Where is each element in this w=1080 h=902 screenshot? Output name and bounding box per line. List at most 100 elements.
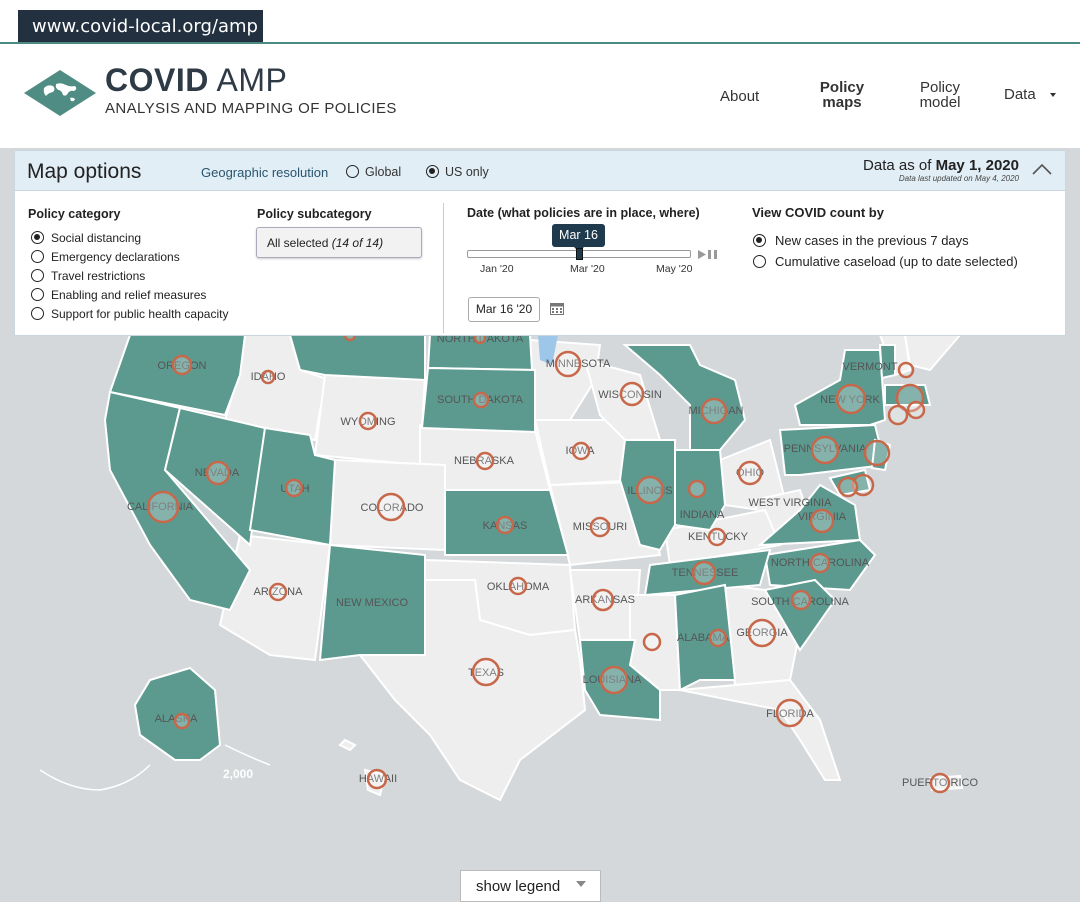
radio-us-only[interactable]: [426, 165, 439, 179]
case-bubble[interactable]: [737, 460, 763, 486]
case-bubble[interactable]: [260, 369, 276, 385]
case-bubble[interactable]: [775, 698, 805, 728]
url-divider: [0, 42, 1080, 44]
date-slider-handle[interactable]: [576, 248, 583, 260]
state-label-west-virginia: WEST VIRGINIA: [749, 497, 833, 509]
nav-policy-model[interactable]: Policy model: [919, 79, 961, 111]
geo-option-us-only[interactable]: US only: [426, 165, 489, 179]
case-bubble[interactable]: [554, 350, 582, 378]
count-new-cases-7-days[interactable]: New cases in the previous 7 days: [753, 233, 969, 248]
case-bubble[interactable]: [837, 476, 859, 498]
case-bubble[interactable]: [700, 397, 728, 425]
case-bubble[interactable]: [897, 361, 915, 379]
collapse-chevron-up-icon[interactable]: [1031, 161, 1053, 177]
state-alabama[interactable]: [673, 583, 737, 692]
case-bubble[interactable]: [205, 460, 231, 486]
case-bubble[interactable]: [835, 383, 867, 415]
case-bubble[interactable]: [472, 391, 490, 409]
nav-about[interactable]: About: [720, 88, 760, 105]
state-north-carolina[interactable]: [763, 538, 877, 592]
state-virginia[interactable]: [757, 483, 862, 547]
category-public-health-capacity[interactable]: Support for public health capacity: [31, 307, 228, 321]
state-hawaii[interactable]: [338, 738, 357, 752]
calendar-icon[interactable]: [550, 302, 564, 315]
category-emergency-declarations[interactable]: Emergency declarations: [31, 250, 180, 264]
state-new-mexico[interactable]: [318, 543, 426, 662]
case-bubble[interactable]: [599, 665, 629, 695]
case-bubble[interactable]: [589, 516, 611, 538]
date-label: Date (what policies are in place, where): [467, 206, 700, 220]
state-south-dakota[interactable]: [420, 366, 536, 434]
case-bubble[interactable]: [619, 381, 645, 407]
case-bubble[interactable]: [895, 383, 925, 413]
case-bubble[interactable]: [691, 560, 717, 586]
state-vermont[interactable]: [878, 344, 896, 380]
case-bubble[interactable]: [906, 400, 926, 420]
case-bubble[interactable]: [863, 439, 891, 467]
case-bubble[interactable]: [810, 435, 840, 465]
state-louisiana[interactable]: [578, 639, 661, 722]
case-bubble[interactable]: [495, 515, 515, 535]
state-label-colorado: COLORADO: [361, 502, 424, 514]
state-utah[interactable]: [248, 426, 337, 547]
state-label-minnesota: MINNESOTA: [546, 358, 611, 370]
case-bubble[interactable]: [366, 768, 388, 790]
state-label-pennsylvania: PENNSYLVANIA: [784, 443, 867, 455]
case-bubble[interactable]: [929, 772, 951, 794]
case-bubble[interactable]: [635, 475, 665, 505]
state-label-north-carolina: NORTH CAROLINA: [771, 557, 870, 569]
globe-logo-icon: [24, 70, 96, 116]
case-bubble[interactable]: [707, 527, 727, 547]
policy-subcategory-label: Policy subcategory: [257, 207, 372, 221]
case-bubble[interactable]: [887, 404, 909, 426]
case-bubble[interactable]: [475, 451, 495, 471]
case-bubble[interactable]: [851, 473, 875, 497]
case-bubble[interactable]: [642, 632, 662, 652]
case-bubble[interactable]: [790, 589, 812, 611]
state-label-tennessee: TENNESSEE: [672, 567, 739, 579]
brand[interactable]: COVID AMP ANALYSIS AND MAPPING OF POLICI…: [105, 62, 397, 117]
case-bubble[interactable]: [284, 478, 304, 498]
case-bubble[interactable]: [508, 576, 528, 596]
case-bubble[interactable]: [268, 582, 288, 602]
radio-global[interactable]: [346, 165, 359, 179]
case-bubble[interactable]: [809, 552, 831, 574]
nav-policy-maps[interactable]: Policy maps: [819, 79, 865, 111]
show-legend-button[interactable]: show legend: [460, 870, 601, 902]
case-bubble[interactable]: [173, 712, 191, 730]
category-social-distancing[interactable]: Social distancing: [31, 231, 141, 245]
category-travel-restrictions[interactable]: Travel restrictions: [31, 269, 145, 283]
state-tennessee[interactable]: [643, 548, 772, 597]
case-bubble[interactable]: [809, 508, 835, 534]
state-nevada[interactable]: [163, 406, 267, 547]
case-bubble[interactable]: [471, 657, 501, 687]
date-input[interactable]: Mar 16 '20: [468, 297, 540, 322]
state-alaska[interactable]: [133, 666, 222, 761]
play-icon[interactable]: [698, 250, 706, 259]
scale-label: 2,000: [223, 767, 253, 781]
case-bubble[interactable]: [146, 490, 180, 524]
count-cumulative-caseload[interactable]: Cumulative caseload (up to date selected…: [753, 254, 1018, 269]
case-bubble[interactable]: [591, 588, 615, 612]
geo-option-global[interactable]: Global: [346, 165, 401, 179]
state-texas[interactable]: [357, 579, 587, 802]
case-bubble[interactable]: [687, 479, 707, 499]
url-bar[interactable]: www.covid-local.org/amp: [18, 10, 263, 43]
state-south-carolina[interactable]: [763, 578, 837, 652]
state-label-south-carolina: SOUTH CAROLINA: [751, 596, 849, 608]
state-florida[interactable]: [679, 678, 842, 781]
state-maine[interactable]: [903, 334, 963, 372]
case-bubble[interactable]: [571, 441, 591, 461]
state-illinois[interactable]: [618, 439, 676, 552]
case-bubble[interactable]: [358, 411, 378, 431]
pause-icon[interactable]: [708, 250, 717, 259]
us-map-svg[interactable]: OREGON IDAHO NORTH DAKOTA MINNESOTA WISCONSI…: [0, 148, 1080, 902]
case-bubble[interactable]: [708, 628, 728, 648]
case-bubble[interactable]: [376, 492, 406, 522]
case-bubble[interactable]: [171, 354, 193, 376]
subcategory-select[interactable]: All selected (14 of 14): [256, 227, 422, 258]
case-bubble[interactable]: [747, 618, 777, 648]
state-kansas[interactable]: [444, 489, 570, 556]
category-enabling-relief[interactable]: Enabling and relief measures: [31, 288, 206, 302]
nav-data[interactable]: Data: [1004, 87, 1056, 102]
